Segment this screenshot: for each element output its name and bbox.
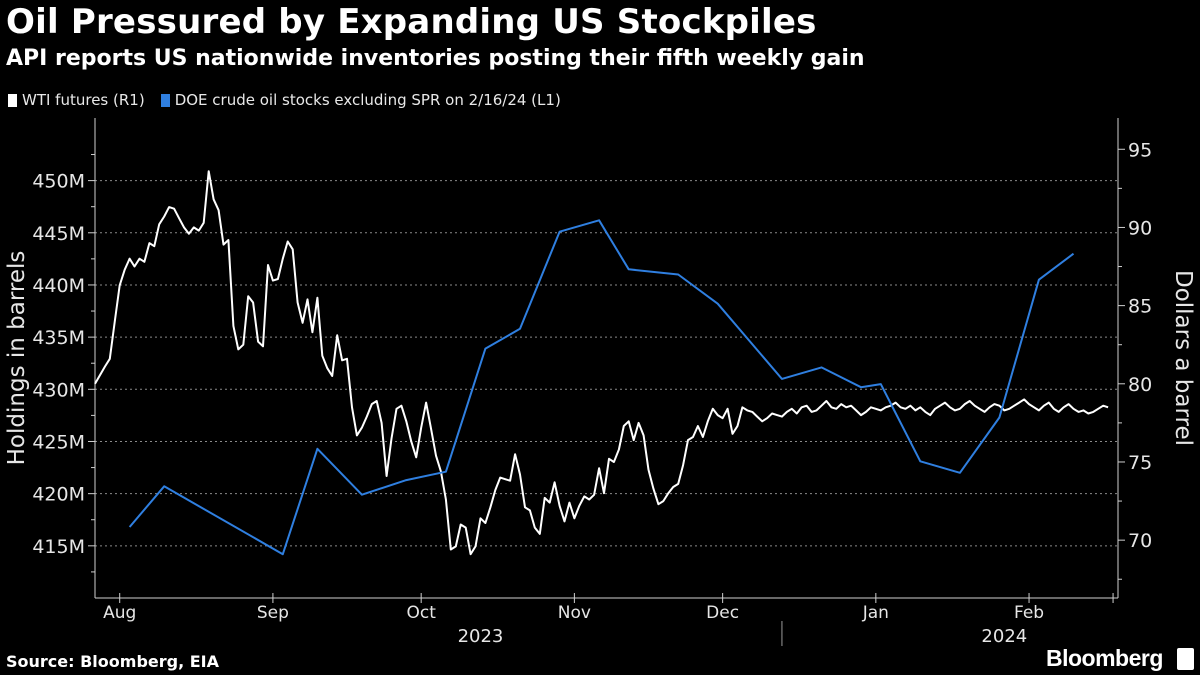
- x-axis-month-label: Oct: [406, 603, 436, 623]
- x-axis-month-label: Jan: [862, 603, 889, 623]
- x-axis-month-label: Aug: [103, 603, 136, 623]
- left-axis-tick-label: 435M: [32, 327, 85, 349]
- bloomberg-logo-icon: [1177, 648, 1194, 670]
- chart-title: Oil Pressured by Expanding US Stockpiles: [6, 2, 817, 42]
- legend-item-wti[interactable]: WTI futures (R1): [8, 91, 145, 109]
- x-axis-month-label: Dec: [706, 603, 739, 623]
- legend-label-wti: WTI futures (R1): [22, 91, 145, 109]
- right-axis-tick-label: 70: [1128, 530, 1152, 552]
- right-axis-tick-label: 80: [1128, 374, 1152, 396]
- x-axis-year-label: 2023: [458, 626, 504, 647]
- x-axis-month-label: Nov: [558, 603, 591, 623]
- doe-series-line: [128, 219, 1075, 556]
- left-axis-tick-label: 420M: [32, 484, 85, 506]
- x-axis-month-label: Sep: [257, 603, 289, 623]
- chart-subtitle: API reports US nationwide inventories po…: [6, 46, 865, 71]
- right-axis-tick-label: 90: [1128, 217, 1152, 239]
- legend-swatch-wti: [8, 93, 17, 107]
- wti-series-line: [94, 170, 1109, 556]
- x-axis-year-label: 2024: [981, 626, 1027, 647]
- left-axis-tick-label: 440M: [32, 275, 85, 297]
- left-axis-tick-label: 415M: [32, 536, 85, 558]
- brand-wordmark: Bloomberg: [1046, 645, 1163, 671]
- right-axis-tick-label: 95: [1128, 139, 1152, 161]
- left-axis-tick-label: 445M: [32, 223, 85, 245]
- legend-label-doe: DOE crude oil stocks excluding SPR on 2/…: [174, 91, 561, 109]
- legend-swatch-doe: [160, 93, 170, 107]
- legend-item-doe[interactable]: DOE crude oil stocks excluding SPR on 2/…: [160, 91, 561, 109]
- left-axis-title: Holdings in barrels: [4, 251, 30, 466]
- left-axis-tick-label: 450M: [32, 171, 85, 193]
- left-axis-tick-label: 425M: [32, 431, 85, 453]
- right-axis-tick-label: 75: [1128, 452, 1152, 474]
- legend: WTI futures (R1) DOE crude oil stocks ex…: [8, 91, 577, 109]
- x-axis-month-label: Feb: [1014, 603, 1044, 623]
- right-axis-tick-label: 85: [1128, 296, 1152, 318]
- source-note: Source: Bloomberg, EIA: [6, 652, 219, 671]
- right-axis-title: Dollars a barrel: [1170, 270, 1196, 446]
- left-axis-tick-label: 430M: [32, 379, 85, 401]
